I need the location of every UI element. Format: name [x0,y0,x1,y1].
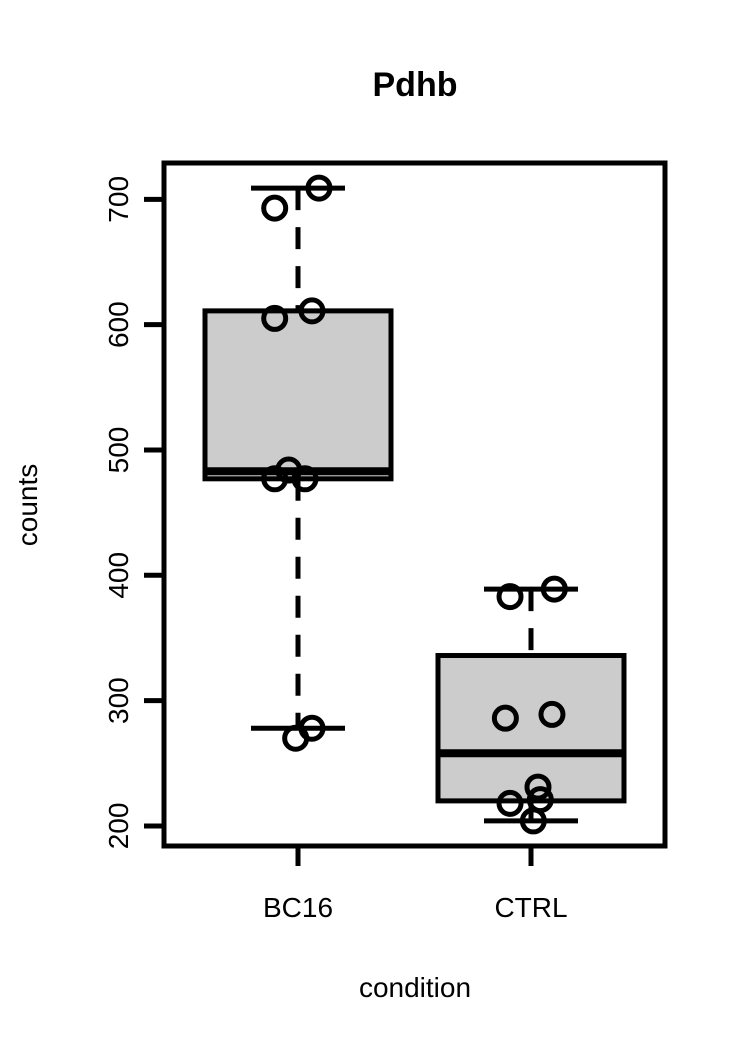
y-tick-label: 200 [103,803,134,850]
data-point [538,700,566,728]
data-point [261,465,289,493]
data-point [298,297,326,325]
y-tick-label: 600 [103,301,134,348]
iqr-box [202,308,394,482]
y-tick-label: 400 [103,552,134,599]
data-point [261,304,289,332]
x-axis-label: condition [359,972,471,1003]
data-point [540,575,568,603]
data-points [261,174,568,835]
data-point [519,807,547,835]
data-point [305,174,333,202]
x-tick-label: BC16 [263,892,333,923]
data-point [524,773,552,801]
boxes [202,185,627,824]
y-tick-label: 500 [103,427,134,474]
y-tick-label: 300 [103,677,134,724]
plot-frame [161,160,668,849]
axis-ticks: 200 300 400 500 600 700 BC16 CTRL [103,176,568,923]
x-tick-label: CTRL [494,892,567,923]
data-point [491,704,519,732]
y-axis-label: counts [12,464,43,547]
box-ctrl [435,586,627,824]
y-tick-label: 700 [103,176,134,223]
chart-title: Pdhb [373,66,458,104]
data-point [496,583,524,611]
data-point [298,714,326,742]
data-point [291,465,319,493]
box-bc16 [202,185,394,731]
data-point [496,789,524,817]
data-point [261,194,289,222]
